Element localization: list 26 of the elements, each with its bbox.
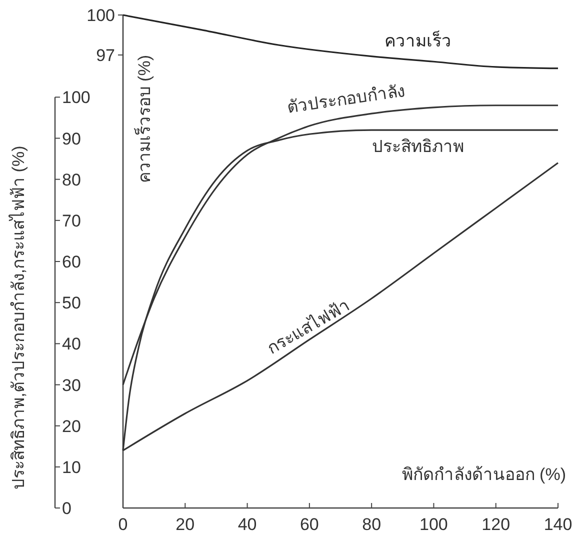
y-axis-title: ประสิทธิภาพ,ตัวประกอบกำลัง,กระแสไฟฟ้า (%) [8, 146, 28, 490]
y-tick-label: 90 [62, 129, 81, 148]
x-axis-title: พิกัดกำลังด้านออก (%) [402, 465, 566, 484]
x-tick-label: 60 [300, 515, 319, 534]
y-tick-label: 40 [62, 334, 81, 354]
y-tick-label: 0 [62, 499, 72, 518]
x-tick-label: 140 [544, 515, 572, 534]
series-label: ความเร็ว [384, 29, 452, 50]
y-tick-label: 80 [62, 170, 81, 190]
y2-tick-label: 100 [86, 6, 115, 25]
series-label: ประสิทธิภาพ [372, 137, 464, 156]
y-tick-label: 30 [62, 376, 81, 395]
y-tick-label: 70 [62, 211, 81, 230]
x-tick-label: 120 [482, 515, 510, 534]
y-tick-label: 20 [62, 416, 81, 436]
y2-axis-title: ความเร็วรอบ (%) [133, 55, 154, 184]
x-tick-label: 80 [362, 515, 382, 534]
y-tick-label: 50 [62, 294, 81, 313]
x-tick-label: 100 [420, 515, 448, 534]
y-tick-label: 10 [62, 458, 81, 477]
x-tick-label: 40 [238, 515, 257, 534]
y-tick-label: 100 [62, 88, 90, 108]
x-tick-label: 0 [118, 515, 128, 534]
x-tick-label: 20 [176, 515, 195, 534]
y-tick-label: 60 [62, 252, 81, 272]
y2-tick-label: 97 [96, 46, 115, 65]
